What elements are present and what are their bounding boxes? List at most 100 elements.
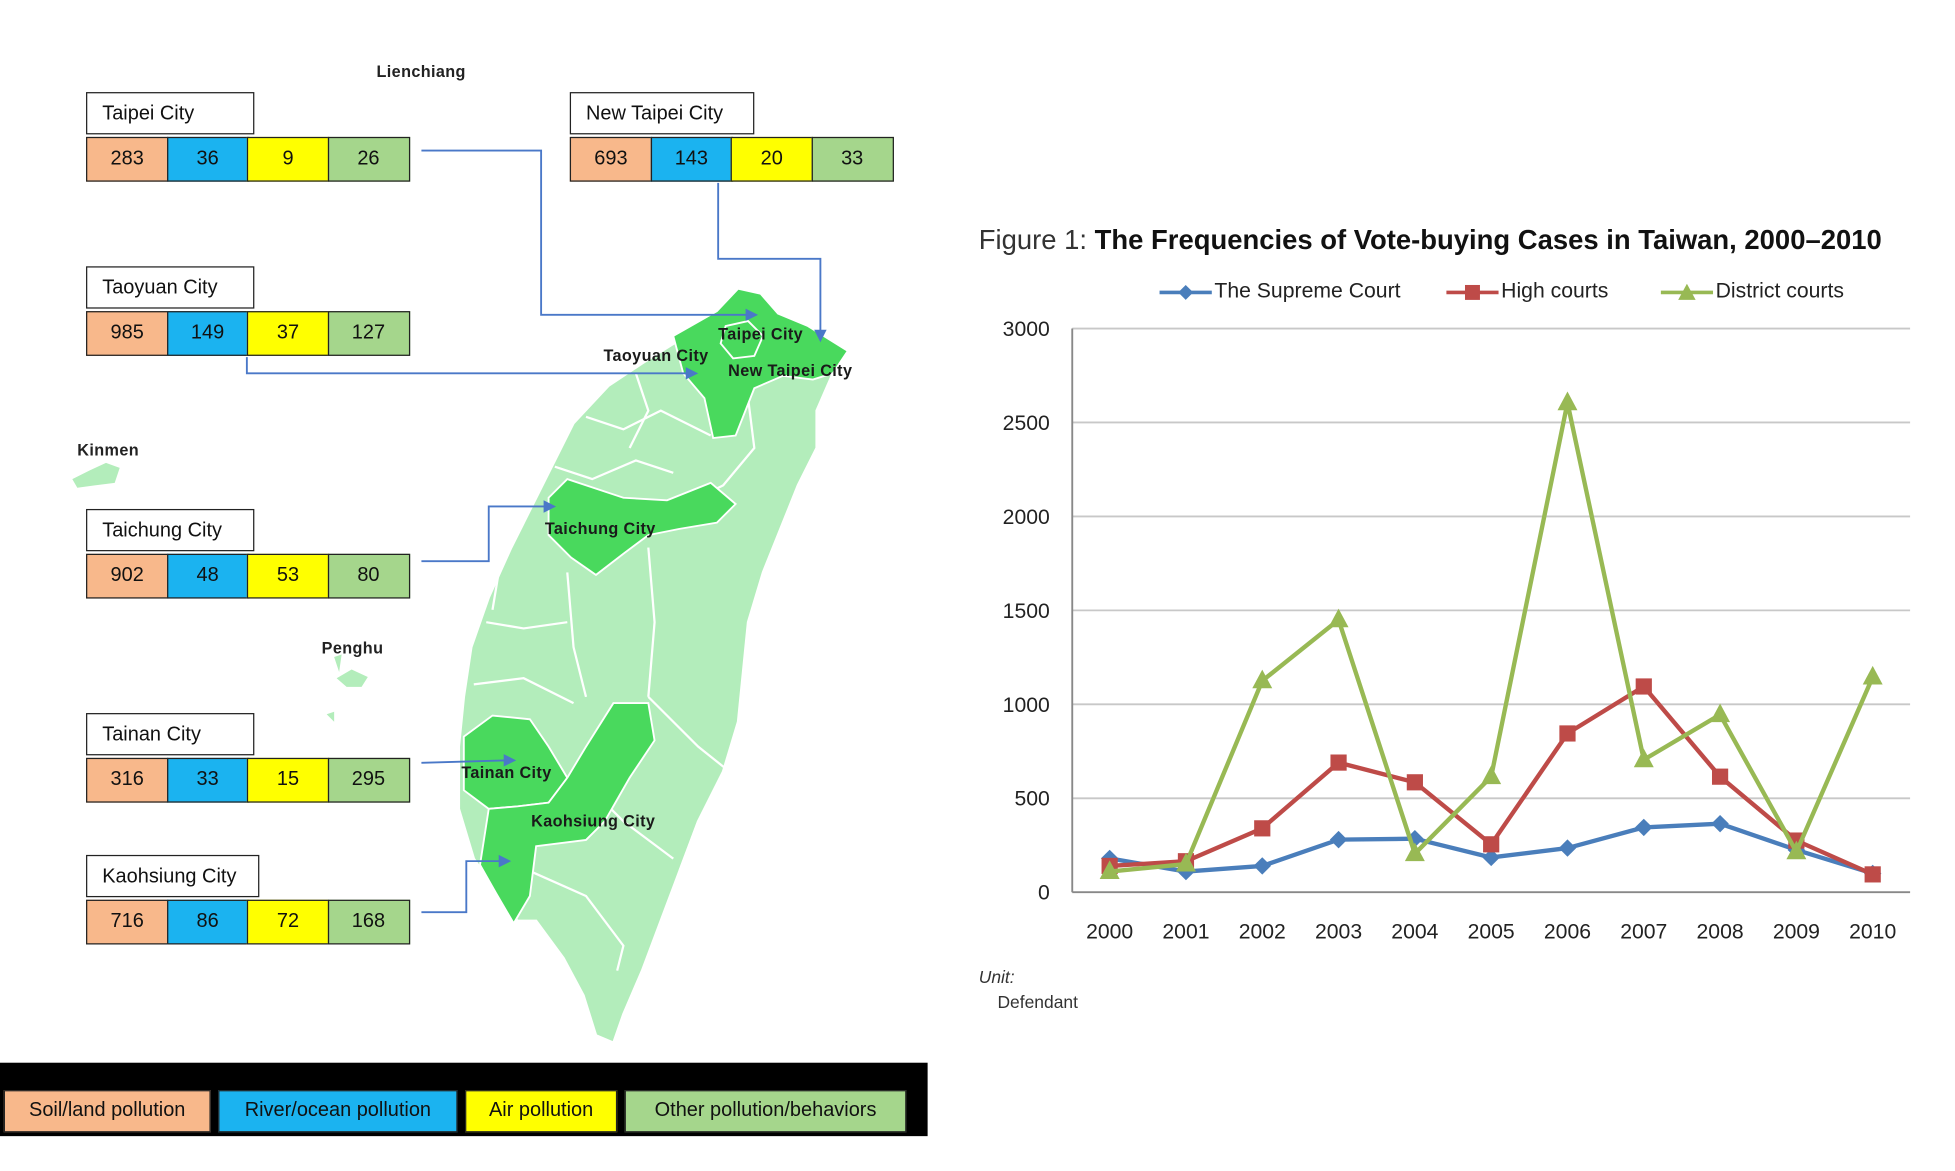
place-penghu: Penghu: [321, 638, 384, 658]
kaohsiung-city-region: [479, 702, 656, 926]
city-values-row: 316 33 15 295: [86, 757, 410, 803]
x-tick-label: 2004: [1391, 920, 1438, 943]
air-value: 37: [246, 311, 330, 356]
soil-value: 716: [86, 899, 169, 945]
chart-title-prefix: Figure 1:: [978, 223, 1087, 256]
data-point: [1329, 830, 1348, 849]
taoyuan-new-taipei-region: [672, 287, 850, 440]
other-value: 127: [327, 311, 410, 356]
data-point: [1786, 840, 1807, 860]
data-point: [1406, 829, 1424, 848]
data-point: [1328, 608, 1349, 628]
other-value: 33: [811, 136, 894, 182]
data-point: [1711, 814, 1729, 833]
soil-value: 283: [86, 136, 169, 182]
city-name: Taichung City: [86, 508, 255, 552]
y-tick-label: 3000: [1003, 318, 1050, 341]
legend-river: River/ocean pollution: [218, 1090, 458, 1133]
kinmen-island: [72, 462, 120, 488]
unit-value: Defendant: [997, 991, 1078, 1012]
pollution-legend: Soil/land pollution River/ocean pollutio…: [0, 1062, 928, 1137]
data-point: [1864, 866, 1881, 883]
river-value: 143: [650, 136, 733, 182]
city-name: Tainan City: [86, 713, 255, 756]
penghu-island: [326, 654, 368, 722]
chart-title-text: The Frequencies of Vote-buying Cases in …: [1094, 223, 1882, 256]
other-value: 80: [327, 553, 410, 599]
taipei-city-region: [719, 320, 765, 360]
series-line: [1109, 400, 1875, 874]
data-point: [1483, 836, 1500, 853]
other-value: 26: [327, 136, 410, 182]
city-values-row: 985 149 37 127: [86, 311, 410, 356]
x-tick-label: 2001: [1162, 920, 1209, 943]
legend-label: District courts: [1715, 278, 1844, 303]
legend-label: High courts: [1501, 278, 1609, 303]
x-tick-label: 2008: [1697, 920, 1744, 943]
connector-arrowheads: [498, 308, 827, 868]
x-tick-label: 2006: [1544, 920, 1591, 943]
x-tick-label: 2007: [1620, 920, 1667, 943]
river-value: 36: [166, 136, 249, 182]
data-point: [1862, 665, 1883, 685]
air-value: 53: [246, 553, 330, 599]
x-tick-label: 2002: [1239, 920, 1286, 943]
city-name: Kaohsiung City: [86, 854, 260, 898]
data-point: [1406, 774, 1423, 791]
data-point: [1481, 765, 1502, 785]
y-tick-label: 0: [1038, 882, 1050, 905]
y-tick-label: 1000: [1003, 694, 1050, 717]
taiwan-island-shape: [457, 287, 850, 1045]
x-tick-label: 2005: [1468, 920, 1515, 943]
data-point: [1253, 857, 1271, 875]
pollution-map-panel: Lienchiang Kinmen Penghu Taipei City Tao…: [0, 0, 929, 1171]
data-point: [1863, 864, 1882, 883]
data-point: [1788, 832, 1805, 849]
unit-label: Unit:: [978, 966, 1015, 987]
map-label-new-taipei: New Taipei City: [728, 360, 853, 380]
air-value: 20: [730, 136, 813, 182]
taichung-city-region: [547, 478, 737, 577]
x-tick-label: 2010: [1849, 920, 1896, 943]
other-value: 295: [327, 757, 410, 803]
legend-label: The Supreme Court: [1214, 278, 1401, 303]
city-values-row: 283 36 9 26: [86, 136, 410, 182]
city-values-row: 716 86 72 168: [86, 899, 410, 945]
air-value: 15: [246, 757, 330, 803]
legend-air: Air pollution: [465, 1090, 618, 1133]
x-tick-label: 2003: [1315, 920, 1362, 943]
data-point: [1330, 754, 1347, 771]
soil-value: 693: [569, 136, 653, 182]
map-label-tainan: Tainan City: [461, 762, 552, 782]
data-point: [1787, 841, 1806, 859]
data-point: [1254, 820, 1271, 837]
legend-high-courts: High courts: [1446, 279, 1608, 304]
data-point: [1558, 839, 1577, 857]
river-value: 33: [166, 757, 249, 803]
city-name: New Taipei City: [569, 92, 755, 135]
city-values-row: 902 48 53 80: [86, 553, 410, 599]
y-tick-label: 1500: [1003, 600, 1050, 623]
legend-marker-square: [1446, 284, 1499, 300]
legend-marker-diamond: [1159, 284, 1212, 300]
soil-value: 316: [86, 757, 169, 803]
data-point: [1101, 857, 1118, 875]
legend-soil: Soil/land pollution: [3, 1090, 211, 1133]
legend-supreme-court: The Supreme Court: [1159, 278, 1401, 304]
legend-district-courts: District courts: [1660, 278, 1844, 304]
data-point: [1177, 862, 1195, 881]
chart-title: Figure 1: The Frequencies of Vote-buying…: [979, 224, 1882, 256]
city-name: Taoyuan City: [86, 266, 255, 309]
series-line: [1109, 684, 1874, 877]
data-point: [1710, 703, 1731, 723]
data-point: [1177, 853, 1195, 870]
air-value: 9: [246, 136, 330, 182]
data-point: [1175, 852, 1196, 872]
river-value: 86: [166, 899, 249, 945]
data-point: [1711, 768, 1729, 785]
data-point: [1404, 842, 1425, 862]
x-tick-label: 2000: [1086, 920, 1133, 943]
data-point: [1559, 725, 1576, 742]
map-label-taoyuan: Taoyuan City: [603, 345, 709, 365]
data-point: [1557, 391, 1578, 411]
